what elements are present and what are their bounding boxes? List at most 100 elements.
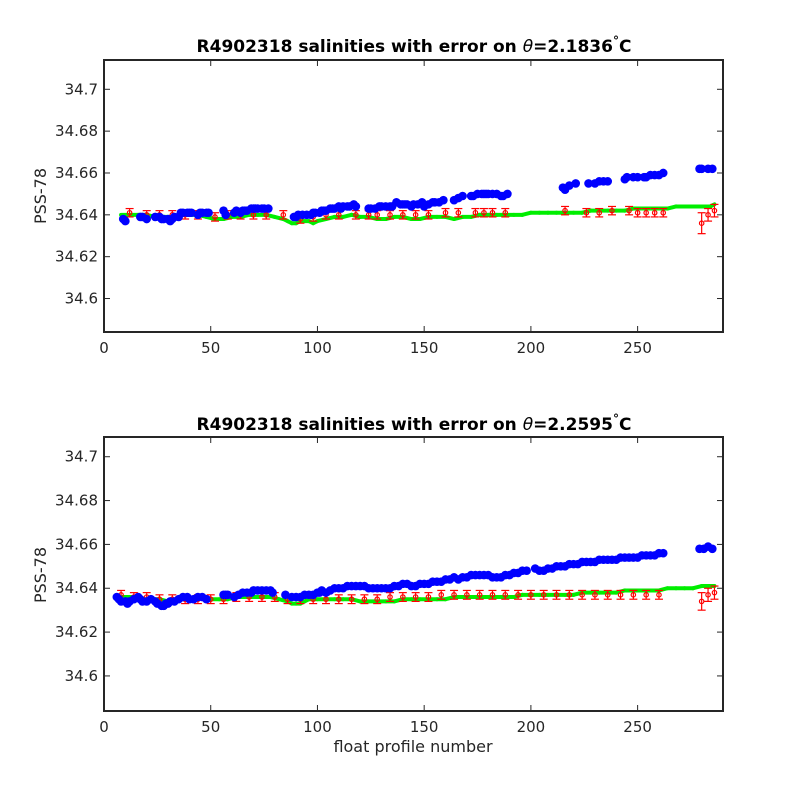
error-bar: [479, 207, 488, 218]
y-tick-label: 34.6: [65, 667, 98, 685]
error-bar: [578, 589, 587, 600]
bottom-data-layer: [112, 542, 719, 611]
bottom-axes-layer: 0 50 100 150 200 250 34.6 34.62 34.64 34.66 34.68 3…: [55, 437, 723, 736]
error-bar-center: [562, 207, 568, 214]
error-bar: [347, 594, 356, 605]
float-salinity-point: [603, 177, 613, 186]
error-bar: [704, 587, 713, 603]
x-tick-label: 0: [99, 718, 109, 736]
error-bar: [565, 589, 574, 600]
error-bar-center: [705, 592, 711, 598]
error-bar-center: [212, 214, 218, 220]
error-bar-center: [353, 212, 359, 218]
y-tick-label: 34.66: [55, 164, 98, 182]
error-bar-center: [412, 594, 419, 600]
error-bar: [360, 594, 369, 605]
float-salinity-point: [658, 548, 668, 558]
error-bar-center: [400, 212, 406, 218]
error-bar-center: [335, 596, 342, 603]
error-bar: [654, 589, 663, 600]
float-salinity-point: [571, 179, 581, 188]
x-tick-label: 0: [99, 339, 109, 357]
error-bar-center: [566, 592, 573, 598]
error-bar-center: [656, 592, 662, 598]
float-salinity-point: [121, 216, 130, 226]
error-bar-center: [634, 209, 641, 216]
y-tick-label: 34.64: [55, 579, 98, 597]
y-tick-label: 34.62: [55, 248, 98, 266]
y-tick-label: 34.68: [55, 122, 98, 140]
error-bar: [650, 207, 659, 218]
error-bar-center: [643, 592, 649, 598]
error-bar: [437, 589, 446, 600]
error-bar-center: [126, 209, 133, 216]
error-bar-center: [711, 207, 718, 214]
error-bar-center: [425, 594, 432, 600]
error-bar-center: [472, 209, 479, 216]
error-bar: [334, 594, 343, 605]
error-bar: [488, 207, 497, 218]
x-tick-label: 250: [623, 718, 652, 736]
float-salinity-point: [351, 202, 361, 211]
error-bar-center: [553, 592, 560, 598]
error-bar: [625, 205, 634, 216]
error-bar-center: [263, 212, 270, 218]
error-bar: [373, 594, 382, 605]
error-bar-center: [400, 594, 406, 600]
error-bar-center: [502, 209, 509, 216]
error-bar: [642, 207, 651, 218]
float-salinity-point: [708, 544, 717, 554]
y-tick-label: 34.62: [55, 623, 98, 641]
error-bar-center: [361, 596, 368, 603]
error-bar: [561, 205, 570, 216]
float-salinity-point: [264, 204, 273, 213]
error-bar: [514, 589, 523, 600]
error-bar: [710, 585, 719, 600]
error-bar-center: [387, 212, 393, 218]
error-bar-center: [451, 592, 457, 598]
error-bar-center: [617, 592, 624, 598]
float-salinity-point: [633, 172, 642, 182]
y-tick-label: 34.6: [65, 290, 98, 308]
float-salinity-point: [522, 566, 531, 576]
error-bar: [454, 207, 463, 218]
error-bar-center: [387, 594, 393, 600]
error-bar: [608, 205, 617, 216]
float-salinity-point: [503, 189, 512, 199]
error-bar-center: [604, 592, 611, 598]
error-bar: [552, 589, 561, 600]
error-bar: [441, 207, 450, 218]
y-tick-label: 34.7: [65, 80, 98, 98]
float-salinity-point: [584, 179, 593, 188]
bottom-x-axis-label: float profile number: [333, 737, 493, 756]
error-bar: [279, 210, 288, 220]
float-salinity-point: [458, 191, 467, 201]
top-y-axis-label: PSS-78: [31, 168, 50, 224]
x-tick-label: 50: [201, 718, 220, 736]
x-tick-label: 250: [623, 339, 652, 357]
y-tick-label: 34.64: [55, 206, 98, 224]
error-bar-center: [609, 207, 615, 214]
top-data-layer: [118, 164, 719, 235]
error-bar: [704, 207, 713, 222]
error-bar-center: [464, 592, 470, 598]
error-bar: [411, 592, 420, 603]
x-tick-label: 100: [303, 718, 332, 736]
error-bar: [595, 207, 604, 218]
error-bar-center: [280, 212, 287, 218]
error-bar: [471, 207, 480, 218]
float-salinity-point: [697, 164, 706, 174]
error-bar-center: [442, 209, 449, 216]
error-bar-center: [596, 209, 603, 216]
error-bar: [450, 589, 459, 600]
error-bar: [659, 207, 668, 218]
error-bar: [462, 589, 471, 600]
bottom-axes-frame: [103, 436, 724, 712]
error-bar-center: [476, 592, 483, 598]
float-salinity-point: [204, 208, 213, 218]
error-bar: [582, 207, 591, 218]
error-bar-center: [489, 592, 496, 598]
top-axes-layer: 0 50 100 150 200 250 34.6 34.62 34.64 34.66 34.68 3…: [55, 60, 723, 357]
error-bar-center: [592, 592, 598, 598]
error-bar: [398, 592, 407, 603]
